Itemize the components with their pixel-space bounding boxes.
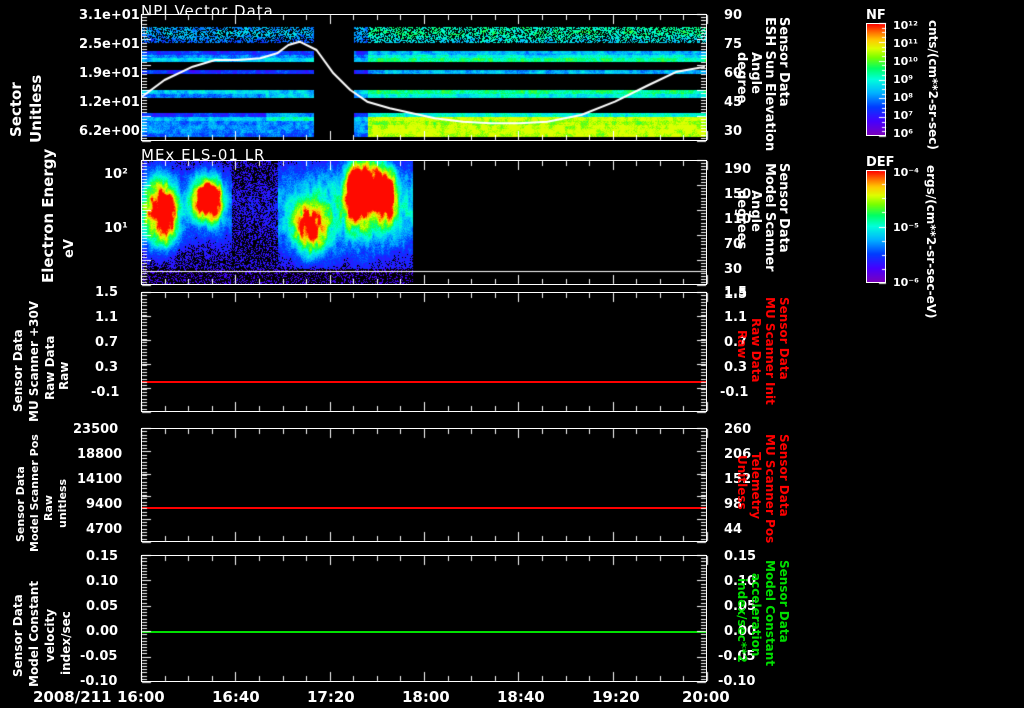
figure-canvas: NPI Vector Data 3.1e+01 2.5e+01 1.9e+01 … <box>0 0 1024 708</box>
axis-tick-marks <box>0 0 1024 708</box>
